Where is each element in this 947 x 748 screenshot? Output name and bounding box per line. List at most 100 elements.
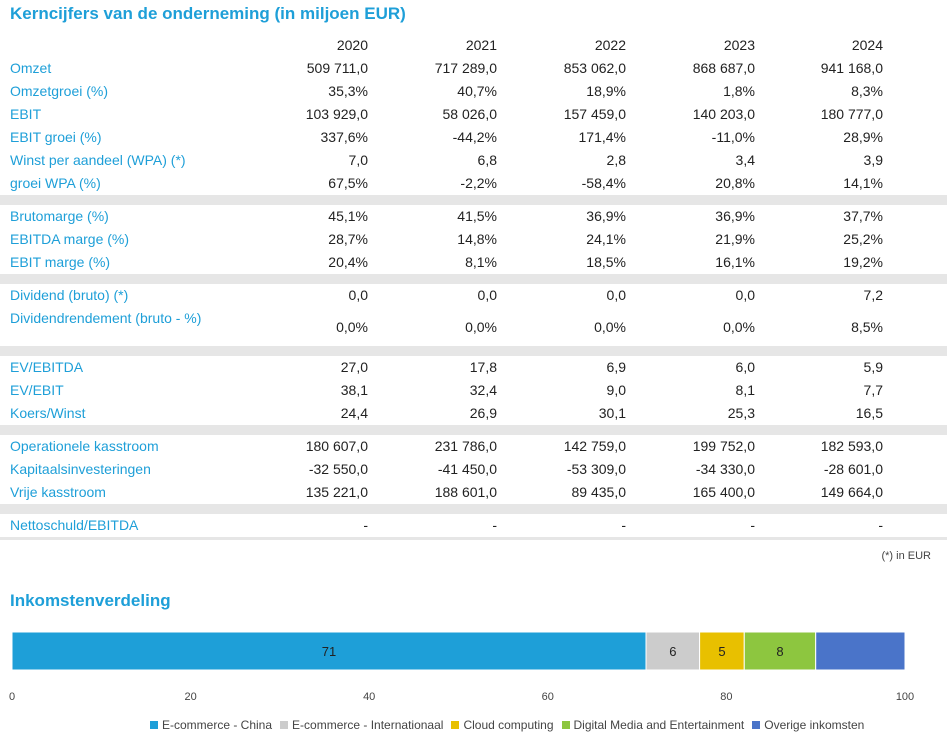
data-label: 71 — [322, 644, 336, 659]
data-label: 6 — [669, 644, 676, 659]
table-cell: 35,3% — [328, 83, 368, 99]
table-row: Dividendrendement (bruto - %) 0,0% 0,0% 0,0… — [0, 307, 947, 346]
table-cell: 67,5% — [328, 175, 368, 191]
table-row: Brutomarge (%) 45,1% 41,5% 36,9% 36,9% 37,7% — [0, 205, 947, 228]
legend-swatch — [752, 721, 761, 729]
table-row: Vrije kasstroom 135 221,0 188 601,0 89 435,… — [0, 481, 947, 504]
table-cell: 180 777,0 — [820, 106, 883, 122]
table-cell: 45,1% — [328, 208, 368, 224]
table-cell: 32,4 — [469, 382, 497, 398]
table-cell: 58 026,0 — [442, 106, 498, 122]
legend-label: Cloud computing — [463, 718, 554, 732]
x-tick-label: 0 — [9, 691, 15, 703]
row-label: Vrije kasstroom — [10, 484, 106, 500]
table-cell: 25,3 — [727, 405, 755, 421]
table-row: Nettoschuld/EBITDA - - - - - — [0, 514, 947, 537]
table-cell: 199 752,0 — [692, 438, 755, 454]
table-cell: -32 550,0 — [308, 461, 368, 477]
table-cell: 26,9 — [469, 405, 497, 421]
table-cell: 0,0 — [606, 287, 626, 303]
table-row: Omzet 509 711,0 717 289,0 853 062,0 868 687,… — [0, 57, 947, 80]
table-cell: 180 607,0 — [305, 438, 368, 454]
row-label: EV/EBITDA — [10, 359, 84, 375]
bar-segment — [815, 631, 906, 671]
table-cell: 231 786,0 — [434, 438, 497, 454]
table-cell: 941 168,0 — [820, 60, 883, 76]
table-cell: 7,7 — [863, 382, 883, 398]
row-label: Koers/Winst — [10, 405, 86, 421]
table-cell: 149 664,0 — [820, 484, 883, 500]
bar-segment — [645, 631, 701, 671]
table-cell: 1,8% — [723, 83, 755, 99]
table-cell: 0,0 — [348, 287, 368, 303]
row-label: Omzetgroei (%) — [10, 83, 109, 99]
table-cell: 21,9% — [715, 231, 755, 247]
table-cell: 28,9% — [843, 129, 883, 145]
legend-item: E-commerce - Internationaal — [280, 718, 443, 732]
table-cell: 24,1% — [586, 231, 626, 247]
table-cell: 165 400,0 — [692, 484, 755, 500]
table-row: groei WPA (%) 67,5% -2,2% -58,4% 20,8% 14,1% — [0, 172, 947, 195]
table-cell: -44,2% — [452, 129, 497, 145]
row-label: Nettoschuld/EBITDA — [10, 517, 139, 533]
table-row: Operationele kasstroom 180 607,0 231 786,0… — [0, 435, 947, 458]
year-header: 2021 — [465, 37, 497, 53]
table-cell: 6,8 — [477, 152, 497, 168]
table-row: EBIT groei (%) 337,6% -44,2% 171,4% -11,0% 28… — [0, 126, 947, 149]
year-header: 2023 — [723, 37, 755, 53]
table-cell: 7,0 — [348, 152, 368, 168]
table-cell: - — [750, 517, 755, 533]
row-label: Winst per aandeel (WPA) (*) — [10, 152, 186, 168]
table-row: EBIT marge (%) 20,4% 8,1% 18,5% 16,1% 19,2% — [0, 251, 947, 274]
section-title: Inkomstenverdeling — [10, 591, 171, 610]
table-cell: 142 759,0 — [563, 438, 626, 454]
row-label: Omzet — [10, 60, 52, 76]
data-label: 5 — [718, 644, 725, 659]
footnote: (*) in EUR — [881, 550, 931, 562]
table-cell: 16,5 — [855, 405, 883, 421]
revenue-distribution-chart: 71 6 5 80 20 40 60 80 100 — [9, 631, 914, 703]
header-row: 2020 2021 2022 2023 2024 — [0, 34, 947, 57]
table-cell: 28,7% — [328, 231, 368, 247]
legend-swatch — [451, 721, 460, 729]
table-cell: 25,2% — [843, 231, 883, 247]
legend-label: Digital Media and Entertainment — [573, 718, 745, 732]
table-cell: -53 309,0 — [566, 461, 626, 477]
legend-swatch — [280, 721, 289, 729]
row-separator — [0, 425, 947, 435]
data-label: 8 — [776, 644, 783, 659]
table-cell: -2,2% — [460, 175, 497, 191]
x-tick-label: 20 — [184, 691, 196, 703]
table-cell: 27,0 — [340, 359, 368, 375]
x-tick-label: 60 — [542, 691, 554, 703]
table-cell: 6,0 — [735, 359, 755, 375]
table-cell: 0,0 — [735, 287, 755, 303]
row-label: EV/EBIT — [10, 382, 64, 398]
table-cell: 7,2 — [863, 287, 883, 303]
table-row: EBITDA marge (%) 28,7% 14,8% 24,1% 21,9% 25,2… — [0, 228, 947, 251]
table-cell: 8,3% — [851, 83, 883, 99]
table-cell: 0,0% — [336, 319, 368, 335]
table-cell: 36,9% — [586, 208, 626, 224]
table-row: EV/EBITDA 27,0 17,8 6,9 6,0 5,9 — [0, 356, 947, 379]
table-cell: 171,4% — [578, 129, 626, 145]
row-label: Brutomarge (%) — [10, 208, 109, 224]
table-cell: 103 929,0 — [305, 106, 368, 122]
legend-item: Cloud computing — [451, 718, 554, 732]
table-cell: - — [878, 517, 883, 533]
table-cell: 14,1% — [843, 175, 883, 191]
table-cell: 135 221,0 — [305, 484, 368, 500]
table-cell: 717 289,0 — [434, 60, 497, 76]
table-row: Koers/Winst 24,4 26,9 30,1 25,3 16,5 — [0, 402, 947, 425]
table-cell: -58,4% — [581, 175, 626, 191]
chart-legend: E-commerce - China E-commerce - Internati… — [150, 718, 872, 732]
key-figures-table: 2020 2021 2022 2023 2024 Omzet 509 711,0 717 28… — [0, 34, 947, 540]
table-cell: 17,8 — [469, 359, 497, 375]
row-label: EBIT groei (%) — [10, 129, 102, 145]
row-label: EBITDA marge (%) — [10, 231, 130, 247]
x-tick-label: 100 — [896, 691, 914, 703]
table-cell: 0,0 — [477, 287, 497, 303]
table-cell: 14,8% — [457, 231, 497, 247]
page-title: Kerncijfers van de onderneming (in miljo… — [10, 4, 406, 23]
table-cell: 18,5% — [586, 254, 626, 270]
